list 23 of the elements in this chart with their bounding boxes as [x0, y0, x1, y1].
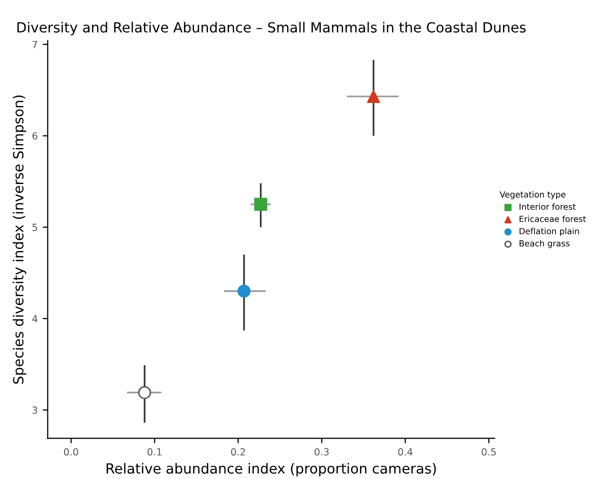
legend-label: Deflation plain [520, 228, 579, 236]
x-tick-label: 0.2 [231, 448, 245, 456]
legend-label: Ericaceae forest [520, 216, 586, 222]
x-tick-label: 0.3 [314, 448, 329, 456]
y-tick-label: 7 [32, 40, 38, 48]
y-tick-label: 3 [32, 406, 38, 414]
legend-label: Beach grass [520, 240, 570, 248]
point [238, 284, 251, 298]
legend-label: Interior forest [520, 203, 576, 210]
legend-title: Vegetation type [500, 191, 566, 200]
y-tick-label: 5 [32, 224, 38, 231]
x-tick-label: 0.0 [64, 448, 78, 456]
y-tick-label: 6 [32, 132, 38, 140]
y-axis-title: Species diversity index (inverse Simpson) [12, 96, 26, 384]
point [254, 198, 268, 211]
x-tick-label: 0.5 [482, 448, 496, 456]
y-tick-label: 4 [32, 315, 38, 322]
x-axis-title: Relative abundance index (proportion cameras) [106, 462, 436, 476]
x-tick-label: 0.4 [398, 448, 412, 456]
x-tick-label: 0.1 [148, 448, 162, 456]
point [367, 90, 380, 103]
point [138, 386, 152, 400]
chart-title: Diversity and Relative Abundance – Small Mammals in the Coastal Dunes [17, 22, 526, 36]
